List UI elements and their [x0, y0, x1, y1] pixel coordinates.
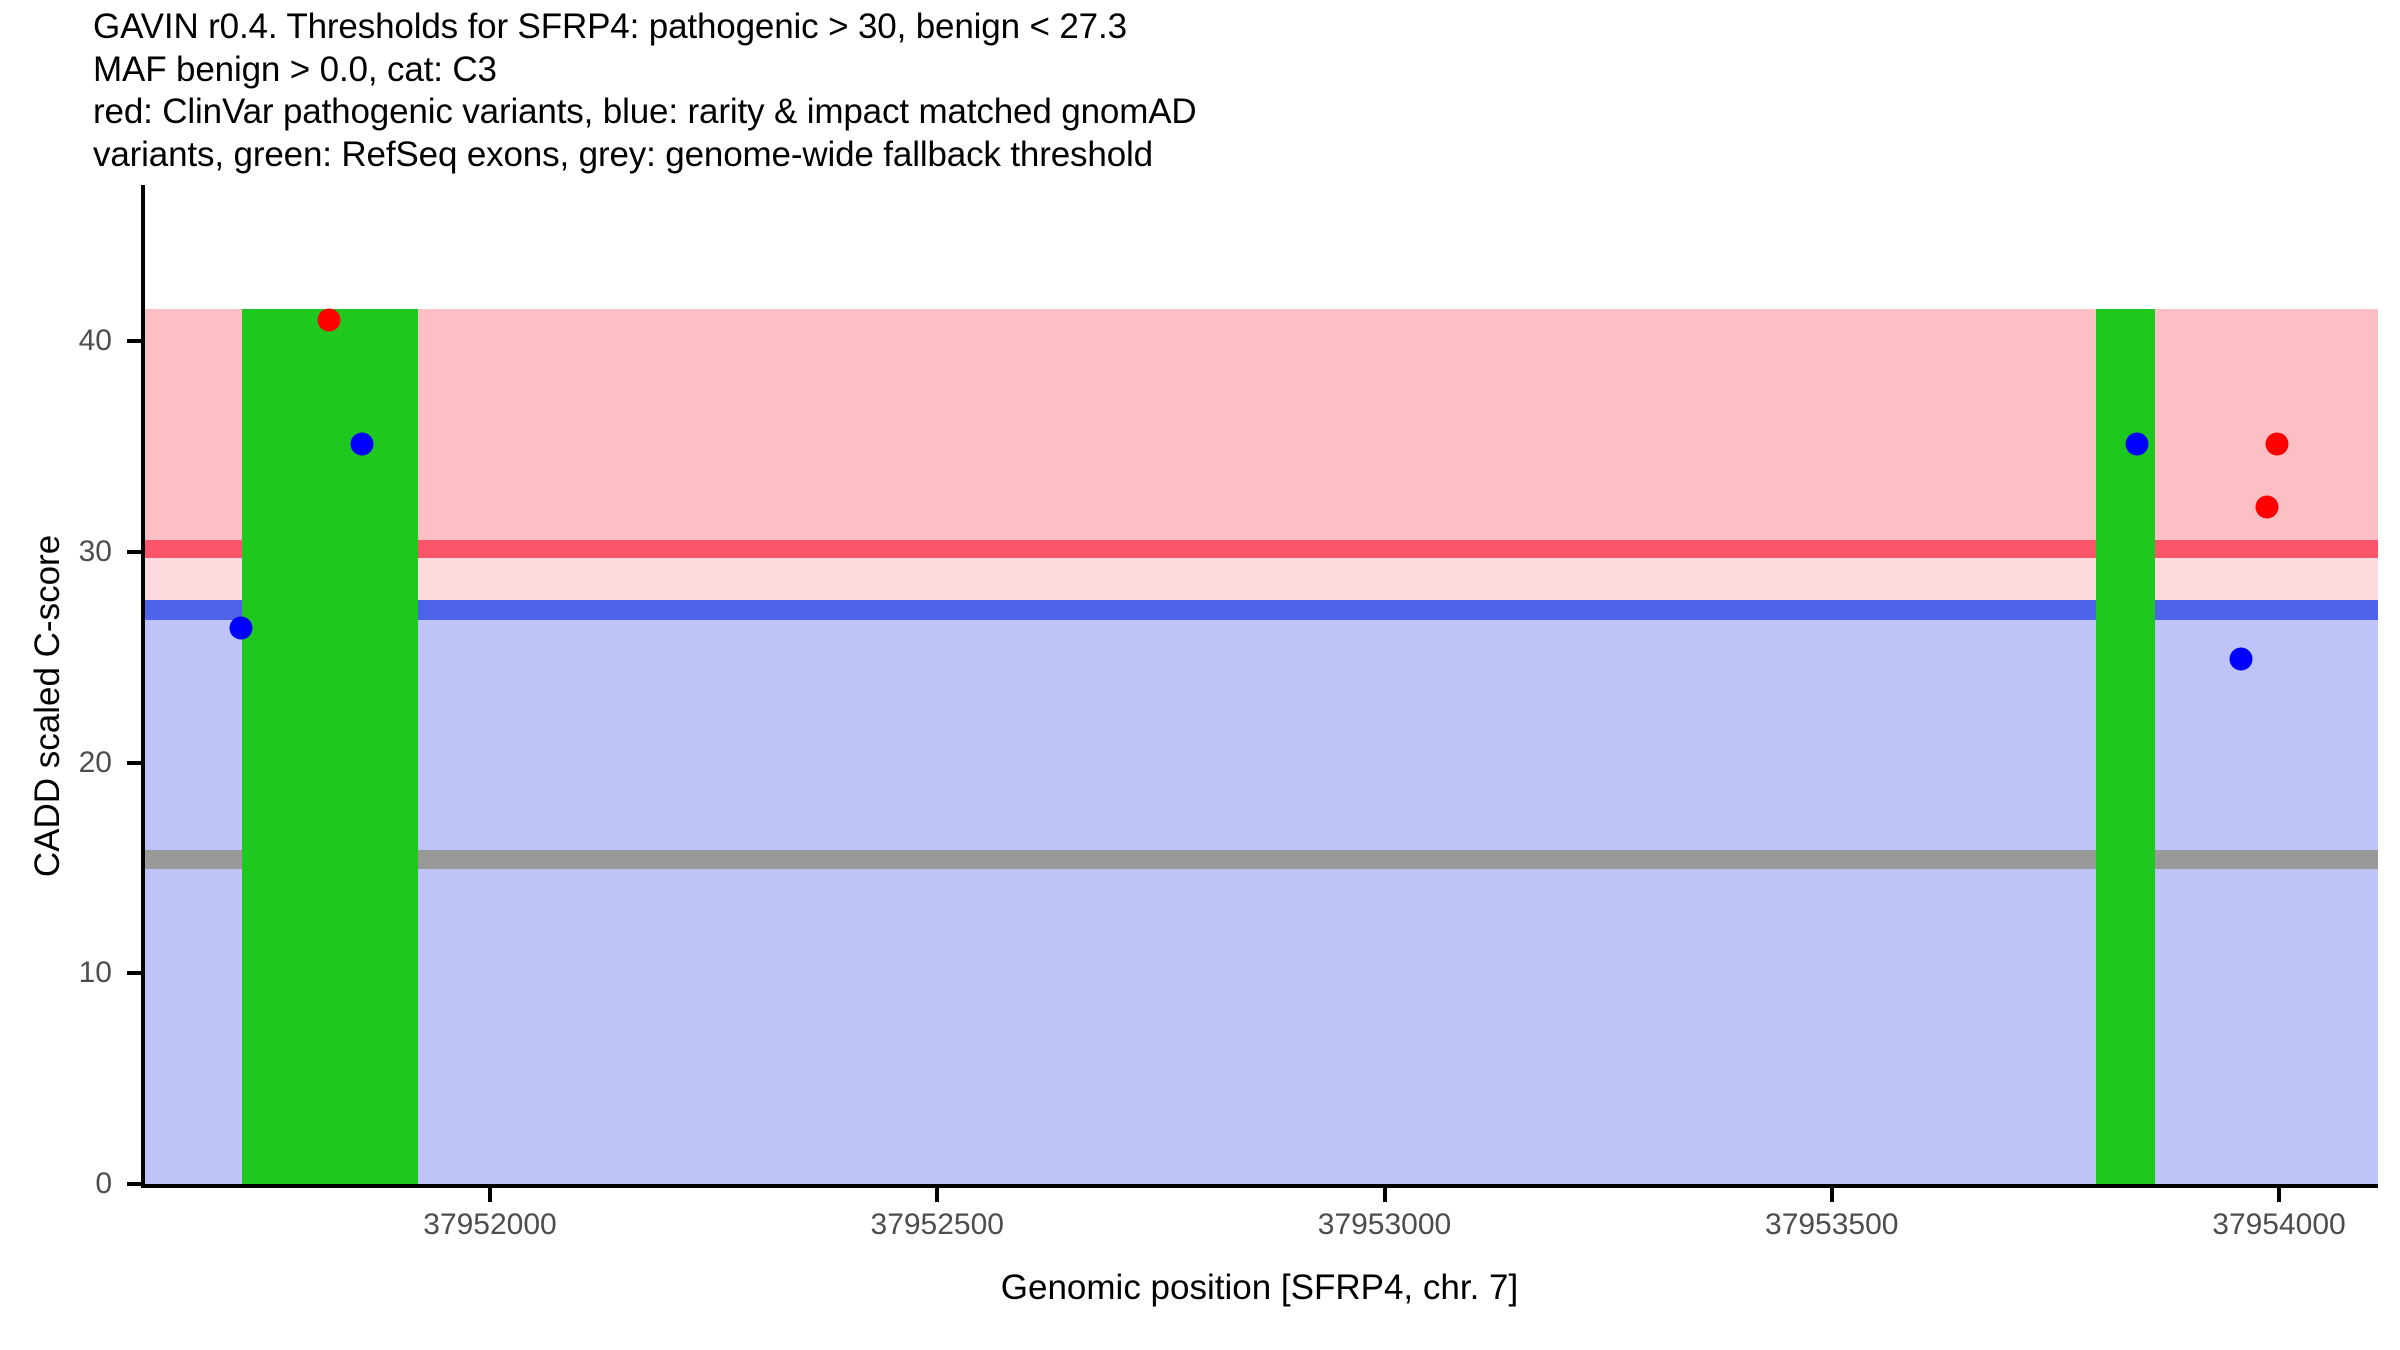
y-tick	[127, 549, 141, 554]
variant-point	[2125, 432, 2149, 456]
y-axis-label: CADD scaled C-score	[28, 534, 67, 877]
y-tick-label: 40	[78, 324, 112, 357]
x-tick	[488, 1188, 492, 1202]
x-tick-label: 37953500	[1765, 1208, 1899, 1241]
x-axis-label: Genomic position [SFRP4, chr. 7]	[1000, 1268, 1519, 1307]
x-tick	[2277, 1188, 2281, 1202]
variant-point	[2229, 647, 2253, 671]
title-line-3: red: ClinVar pathogenic variants, blue: …	[93, 92, 1197, 131]
threshold-band-benign-zone	[142, 620, 2378, 1184]
title-line-2: MAF benign > 0.0, cat: C3	[93, 49, 497, 89]
threshold-band-pathogenic-line-band	[142, 540, 2378, 559]
threshold-band-benign-line-band	[142, 600, 2378, 621]
variant-point	[317, 308, 341, 332]
y-axis-line	[141, 185, 145, 1186]
x-tick	[935, 1188, 940, 1202]
x-tick	[1829, 1188, 1834, 1202]
y-tick-label: 30	[78, 534, 112, 568]
y-tick-label: 20	[78, 745, 112, 779]
variant-point	[2265, 432, 2289, 456]
x-tick-label: 37952000	[423, 1208, 557, 1241]
variant-point	[229, 616, 253, 640]
x-tick-label: 37954000	[2212, 1208, 2346, 1241]
y-axis-label-holder: CADD scaled C-score	[0, 0, 67, 1350]
title-line-1: GAVIN r0.4. Thresholds for SFRP4: pathog…	[93, 7, 1127, 46]
x-tick-label: 37953000	[1317, 1208, 1452, 1241]
y-tick	[127, 339, 141, 343]
y-tick-label: 10	[78, 956, 112, 990]
threshold-band-pathogenic-zone	[142, 309, 2378, 550]
y-tick	[127, 760, 141, 765]
plot-panel	[142, 186, 2378, 1185]
variant-point	[350, 432, 374, 456]
x-axis-line	[141, 1184, 2378, 1188]
y-tick-label: 0	[95, 1167, 112, 1200]
chart-title-block: GAVIN r0.4. Thresholds for SFRP4: pathog…	[93, 6, 2353, 176]
y-tick	[127, 1182, 141, 1186]
refseq-exon-1	[242, 309, 418, 1184]
threshold-band-fallback-threshold-band	[142, 849, 2378, 869]
title-line-4: variants, green: RefSeq exons, grey: gen…	[93, 134, 1153, 174]
x-tick	[1382, 1188, 1387, 1202]
threshold-band-ambiguous-zone	[142, 558, 2378, 601]
variant-point	[2255, 495, 2279, 519]
y-tick	[127, 971, 141, 976]
refseq-exon-2	[2095, 309, 2155, 1184]
x-tick-label: 37952500	[870, 1208, 1004, 1241]
